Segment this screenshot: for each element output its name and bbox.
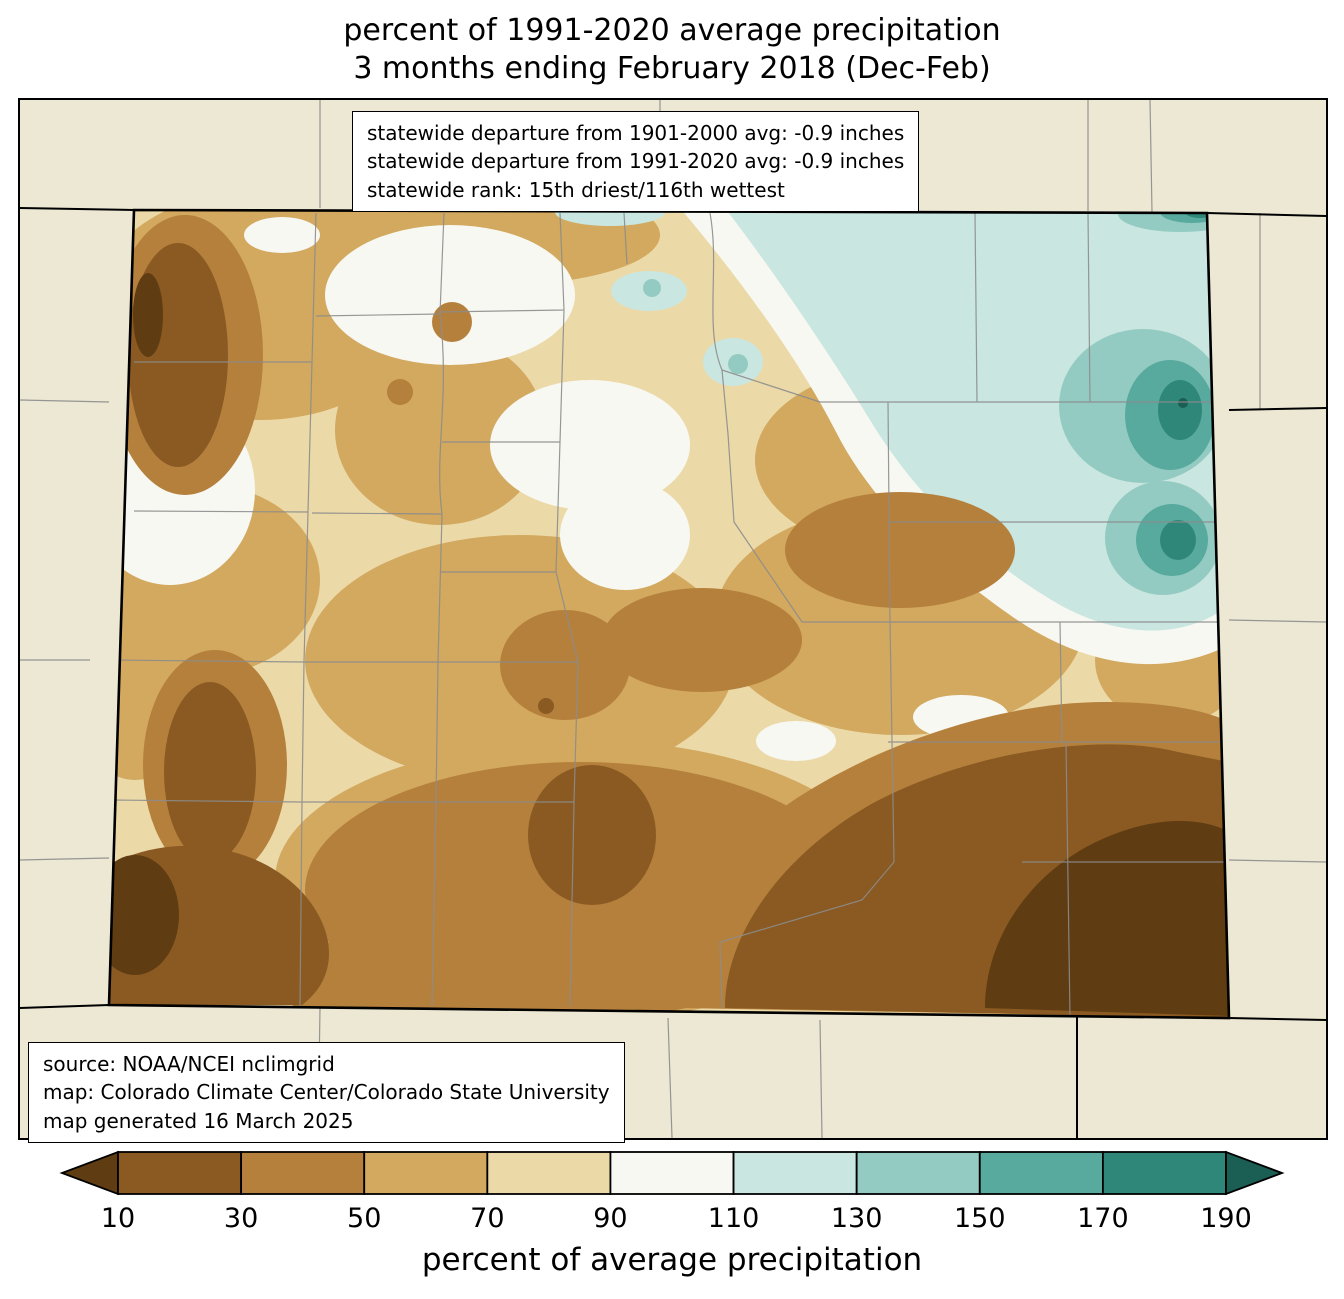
colorbar-tick-labels: 10 30 50 70 90 110 130 150 170 190 — [0, 1203, 1344, 1239]
contour-blob — [270, 935, 530, 1018]
colorado-county-lines — [109, 212, 1229, 1018]
colorbar-tick-label: 30 — [223, 1203, 259, 1234]
colorbar-segment — [1101, 1151, 1227, 1195]
colorbar — [59, 1150, 1285, 1196]
source-line-2: map: Colorado Climate Center/Colorado St… — [43, 1080, 610, 1105]
map-frame — [18, 98, 1328, 1140]
title-line-1: percent of 1991-2020 average precipitati… — [343, 13, 1001, 48]
colorbar-segment — [978, 1151, 1104, 1195]
colorbar-arrow-right — [1225, 1150, 1285, 1196]
colorbar-segment — [855, 1151, 981, 1195]
source-attribution-box: source: NOAA/NCEI nclimgrid map: Colorad… — [28, 1042, 625, 1144]
stats-line-1: statewide departure from 1901-2000 avg: … — [367, 121, 905, 145]
contour-blob — [538, 698, 554, 714]
colorbar-segment — [363, 1151, 489, 1195]
contour-blob — [490, 380, 690, 510]
colorbar-segment — [486, 1151, 612, 1195]
stats-line-3: statewide rank: 15th driest/116th wettes… — [367, 177, 785, 202]
contour-blob — [164, 682, 256, 862]
contour-blob — [500, 610, 630, 720]
contour-blob — [756, 721, 836, 761]
statewide-stats-box: statewide departure from 1901-2000 avg: … — [352, 111, 920, 213]
contour-blob — [560, 480, 690, 590]
contour-fills — [109, 210, 1229, 1018]
colorbar-tick-label: 150 — [953, 1203, 1006, 1234]
colorbar-segment — [732, 1151, 858, 1195]
colorbar-segment — [240, 1151, 366, 1195]
contour-blob — [785, 492, 1015, 608]
contour-blob — [985, 820, 1229, 1016]
map-canvas — [20, 100, 1326, 1138]
contour-blob — [387, 379, 413, 405]
colorbar-tick-label: 90 — [593, 1203, 628, 1234]
colorbar-segment — [609, 1151, 735, 1195]
page-title: percent of 1991-2020 average precipitati… — [0, 12, 1344, 89]
colorbar-segments — [59, 1150, 1285, 1196]
colorbar-arrow-left — [59, 1150, 119, 1196]
colorbar-tick-label: 10 — [100, 1203, 136, 1234]
colorbar-tick-label: 170 — [1077, 1203, 1129, 1234]
colorbar-tick-label: 130 — [830, 1203, 883, 1234]
source-line-3: map generated 16 March 2025 — [43, 1108, 354, 1133]
colorbar-tick-label: 70 — [470, 1203, 505, 1234]
contour-blob — [728, 354, 748, 374]
stats-line-2: statewide departure from 1991-2020 avg: … — [367, 149, 905, 174]
contour-blob — [244, 217, 320, 253]
contour-blob — [335, 335, 545, 525]
contour-blob — [602, 588, 802, 692]
contour-blob — [1158, 380, 1202, 440]
contour-blob — [133, 273, 163, 357]
colorbar-tick-label: 190 — [1200, 1203, 1252, 1234]
colorbar-tick-label: 50 — [347, 1203, 382, 1234]
colorbar-axis-label: percent of average precipitation — [421, 1242, 923, 1278]
contour-blob — [432, 302, 472, 342]
contour-blob — [725, 210, 1229, 631]
title-line-2: 3 months ending February 2018 (Dec-Feb) — [353, 51, 991, 87]
contour-blob — [528, 765, 656, 905]
contour-blob — [643, 279, 661, 297]
contour-blob-gt190 — [1178, 398, 1188, 408]
neighbor-state-borders — [20, 207, 1326, 1138]
contour-blob — [1160, 520, 1196, 560]
contour-blob — [325, 225, 575, 365]
colorbar-segment — [117, 1151, 243, 1195]
colorbar-tick-label: 110 — [707, 1203, 760, 1234]
source-line-1: source: NOAA/NCEI nclimgrid — [43, 1052, 335, 1076]
